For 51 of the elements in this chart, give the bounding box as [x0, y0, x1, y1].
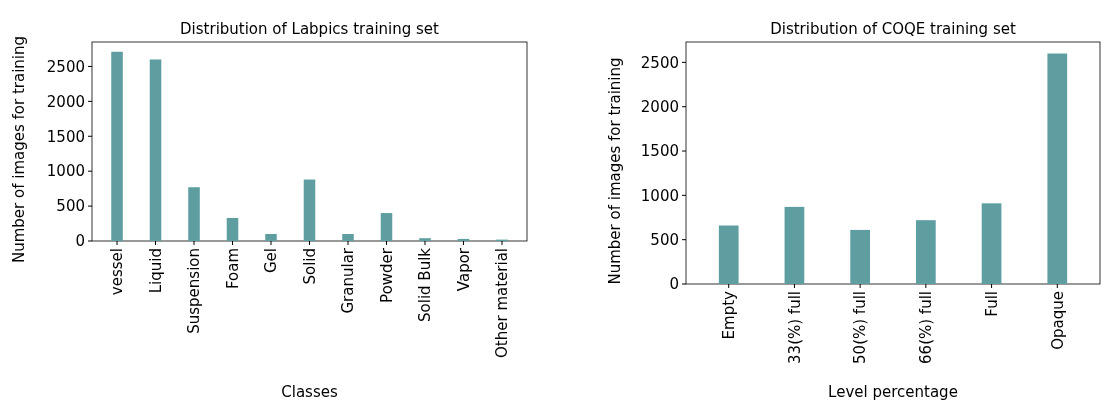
bar [380, 213, 393, 241]
y-tick-label: 500 [56, 197, 85, 216]
y-tick-label: 1500 [46, 127, 85, 146]
bar [265, 234, 277, 241]
x-tick-label: Powder [377, 247, 396, 303]
bar [850, 229, 870, 284]
x-tick-label: Solid Bulk [416, 247, 435, 322]
bar [1047, 53, 1068, 284]
y-tick-label: 2000 [46, 92, 85, 111]
chart-title: Distribution of Labpics training set [180, 20, 440, 38]
y-tick-label: 500 [650, 230, 679, 249]
y-axis-title: Number of images for training [606, 57, 624, 285]
x-tick-label: 66(%) full [917, 291, 936, 364]
x-tick-label: Other material [493, 248, 512, 358]
x-tick-label: Suspension [185, 248, 204, 334]
bar [149, 59, 162, 241]
x-tick-label: 50(%) full [851, 291, 870, 364]
bar [718, 225, 739, 284]
x-tick-label: Liquid [146, 248, 165, 294]
x-tick-label: 33(%) full [785, 291, 804, 364]
bar [981, 203, 1002, 284]
bar [342, 234, 354, 241]
y-tick-label: 2000 [640, 97, 679, 116]
x-tick-label: Vapor [454, 247, 473, 292]
y-tick-label: 1000 [640, 186, 679, 205]
y-tick-label: 2500 [46, 57, 85, 76]
bar [916, 220, 936, 284]
bar [784, 206, 805, 284]
x-tick-label: Gel [262, 248, 281, 274]
bar [457, 238, 470, 241]
x-axis-title: Classes [281, 383, 338, 401]
y-axis-title: Number of images for training [10, 35, 28, 264]
y-tick-label: 1000 [46, 162, 85, 181]
y-tick-label: 0 [669, 275, 679, 294]
y-tick-label: 0 [75, 232, 85, 251]
bar [419, 238, 431, 241]
y-tick-label: 1500 [640, 142, 679, 161]
x-tick-label: vessel [108, 248, 127, 296]
x-axis-title: Level percentage [828, 383, 958, 401]
chart-title: Distribution of COQE training set [770, 20, 1016, 38]
x-tick-label: Full [982, 291, 1001, 317]
bar [303, 179, 316, 241]
bar [111, 51, 123, 241]
bar [226, 217, 239, 241]
x-tick-label: Foam [223, 248, 242, 290]
y-tick-label: 2500 [640, 53, 679, 72]
x-tick-label: Opaque [1048, 291, 1067, 350]
x-tick-label: Granular [339, 247, 358, 314]
x-tick-label: Empty [719, 290, 738, 340]
bar [188, 187, 200, 241]
x-tick-label: Solid [300, 248, 319, 285]
